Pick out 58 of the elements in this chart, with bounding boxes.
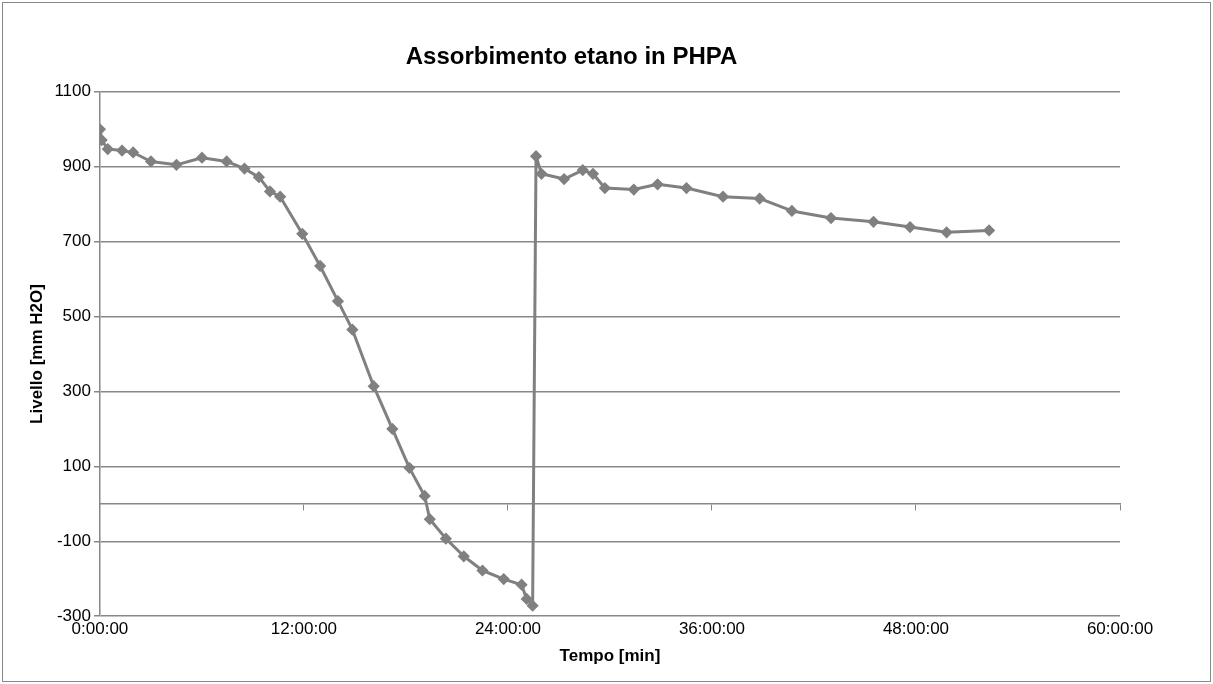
point	[530, 150, 542, 162]
x-tick-label: 48:00:00	[882, 619, 950, 639]
point	[628, 184, 640, 196]
point	[527, 600, 539, 612]
point	[599, 182, 611, 194]
point	[587, 168, 599, 180]
x-tick-label: 24:00:00	[474, 619, 542, 639]
point	[196, 152, 208, 164]
point	[786, 205, 798, 217]
point	[440, 533, 452, 545]
y-tick-label: 500	[62, 306, 91, 326]
point	[867, 216, 879, 228]
y-tick-label: -100	[56, 530, 91, 550]
point	[238, 163, 250, 175]
point	[558, 173, 570, 185]
point	[368, 380, 380, 392]
point	[314, 260, 326, 272]
x-axis-title: Tempo [min]	[559, 646, 661, 666]
y-tick-label: 700	[62, 231, 91, 251]
point	[754, 193, 766, 205]
point	[264, 185, 276, 197]
point	[941, 226, 953, 238]
x-tick-label: 36:00:00	[678, 619, 746, 639]
point	[419, 490, 431, 502]
point	[332, 295, 344, 307]
chart-title: Assorbimento etano in PHPA	[405, 42, 738, 70]
point	[102, 143, 114, 155]
point	[516, 579, 528, 591]
y-tick-label: 100	[62, 456, 91, 476]
point	[904, 221, 916, 233]
x-tick-label: 12:00:00	[270, 619, 338, 639]
point	[221, 155, 233, 167]
x-tick-label: 60:00:00	[1086, 619, 1154, 639]
point	[386, 423, 398, 435]
point	[296, 228, 308, 240]
point	[521, 593, 533, 605]
point	[274, 191, 286, 203]
point	[577, 164, 589, 176]
point	[498, 573, 510, 585]
point	[116, 145, 128, 157]
point	[476, 565, 488, 576]
point	[145, 155, 157, 167]
point	[983, 224, 995, 236]
point	[458, 550, 470, 562]
y-tick-label: 900	[62, 156, 91, 176]
point	[717, 191, 729, 203]
point	[424, 513, 436, 525]
y-tick-label: 1100	[54, 81, 91, 101]
point	[346, 324, 358, 336]
point	[253, 171, 265, 183]
point	[825, 212, 837, 224]
point	[127, 146, 139, 158]
point	[680, 182, 692, 194]
point	[652, 178, 664, 190]
y-tick-label: 300	[62, 381, 91, 401]
y-axis-title: Livello [mm H2O]	[26, 284, 46, 424]
point	[170, 159, 182, 171]
point	[403, 462, 415, 474]
